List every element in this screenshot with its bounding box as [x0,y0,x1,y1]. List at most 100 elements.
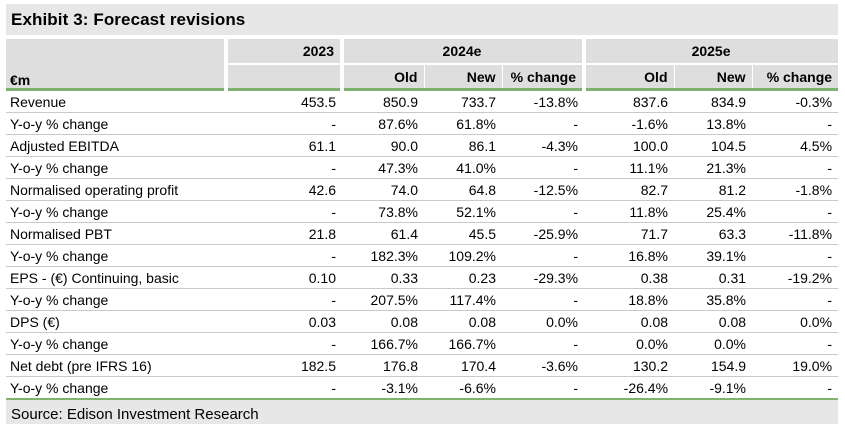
value-cell: 35.8% [674,288,753,311]
value-cell: 90.0 [342,134,424,157]
value-cell: -12.5% [502,178,585,201]
value-cell: 100.0 [584,134,675,157]
table-row: Net debt (pre IFRS 16) 182.5 176.8 170.4 -3.… [6,354,839,377]
value-cell: 733.7 [424,89,502,113]
value-cell: - [752,288,839,311]
value-cell: 0.08 [424,310,502,333]
value-cell: 61.8% [424,112,502,135]
value-cell: - [226,200,342,223]
value-cell: 166.7% [342,332,424,355]
value-cell: 71.7 [584,222,675,245]
value-cell: - [226,376,342,400]
value-cell: -3.1% [342,376,424,400]
header-group-row: €m 2023 2024e 2025e [6,39,839,91]
table-row: Y-o-y % change -87.6% 61.8% - -1.6% 13.8% - [6,112,839,135]
row-label: Net debt (pre IFRS 16) [6,354,226,377]
value-cell: 166.7% [424,332,502,355]
value-cell: - [502,200,585,223]
value-cell: 0.08 [674,310,753,333]
value-cell: - [752,112,839,135]
value-cell: 4.5% [752,134,839,157]
value-cell: - [502,244,585,267]
row-label: Y-o-y % change [6,376,226,400]
value-cell: -1.6% [584,112,675,135]
value-cell: 0.0% [502,310,585,333]
empty-header-cell [224,64,342,91]
value-cell: 42.6 [226,178,342,201]
value-cell: 453.5 [226,89,342,113]
value-cell: 0.31 [674,266,753,289]
value-cell: 13.8% [674,112,753,135]
value-cell: - [752,200,839,223]
value-cell: 0.03 [226,310,342,333]
value-cell: 182.5 [226,354,342,377]
value-cell: 64.8 [424,178,502,201]
value-cell: 87.6% [342,112,424,135]
new-2024-header: New [423,64,502,91]
table-row: Y-o-y % change -166.7% 166.7% -0.0% 0.0% - [6,332,839,355]
value-cell: 154.9 [674,354,753,377]
table-row: Normalised operating profit 42.6 74.0 64.8-… [6,178,839,201]
value-cell: 81.2 [674,178,753,201]
row-label: Y-o-y % change [6,112,226,135]
table-row: Y-o-y % change -207.5% 117.4% -18.8% 35.8% - [6,288,839,311]
value-cell: -25.9% [502,222,585,245]
header-sub-row: Old New % change Old New % change [6,64,839,91]
value-cell: 0.0% [752,310,839,333]
value-cell: 52.1% [424,200,502,223]
value-cell: 25.4% [674,200,753,223]
value-cell: - [502,156,585,179]
table-body: Revenue 453.5 850.9 733.7 -13.8% 837.6 834.9 -0… [6,89,839,400]
pct-change-2025-header: % change [751,64,839,91]
value-cell: 176.8 [342,354,424,377]
value-cell: 16.8% [584,244,675,267]
value-cell: 0.10 [226,266,342,289]
value-cell: - [226,156,342,179]
table-row: DPS (€) 0.03 0.08 0.08 0.0% 0.08 0.08 0.0% [6,310,839,333]
value-cell: 45.5 [424,222,502,245]
row-label: Y-o-y % change [6,332,226,355]
value-cell: - [226,288,342,311]
value-cell: 0.0% [674,332,753,355]
table-row: Revenue 453.5 850.9 733.7 -13.8% 837.6 834.9 -0… [6,89,839,113]
value-cell: 0.23 [424,266,502,289]
group-2024e-header: 2024e [339,39,585,65]
value-cell: -29.3% [502,266,585,289]
row-label: DPS (€) [6,310,226,333]
value-cell: -26.4% [584,376,675,400]
value-cell: 61.1 [226,134,342,157]
value-cell: -0.3% [752,89,839,113]
value-cell: 117.4% [424,288,502,311]
value-cell: - [502,112,585,135]
table-row: Y-o-y % change -73.8% 52.1% -11.8% 25.4% - [6,200,839,223]
value-cell: - [502,376,585,400]
value-cell: 0.33 [342,266,424,289]
value-cell: 47.3% [342,156,424,179]
value-cell: 11.8% [584,200,675,223]
value-cell: 63.3 [674,222,753,245]
value-cell: 74.0 [342,178,424,201]
value-cell: 182.3% [342,244,424,267]
table-row: Adjusted EBITDA 61.1 90.0 86.1 -4.3% 100.0 104… [6,134,839,157]
row-label: Y-o-y % change [6,156,226,179]
unit-header-cell: €m [6,39,226,91]
value-cell: - [226,112,342,135]
value-cell: 104.5 [674,134,753,157]
value-cell: 0.38 [584,266,675,289]
value-cell: -1.8% [752,178,839,201]
value-cell: 850.9 [342,89,424,113]
value-cell: - [752,332,839,355]
pct-change-2024-header: % change [501,64,585,91]
forecast-revisions-table: €m 2023 2024e 2025e Old New % change Old… [6,39,839,400]
row-label: Normalised PBT [6,222,226,245]
value-cell: -11.8% [752,222,839,245]
row-label: Y-o-y % change [6,288,226,311]
old-2024-header: Old [340,64,424,91]
value-cell: 19.0% [752,354,839,377]
old-2025-header: Old [582,64,675,91]
value-cell: 21.8 [226,222,342,245]
value-cell: 18.8% [584,288,675,311]
value-cell: -4.3% [502,134,585,157]
source-note: Source: Edison Investment Research [6,400,838,424]
